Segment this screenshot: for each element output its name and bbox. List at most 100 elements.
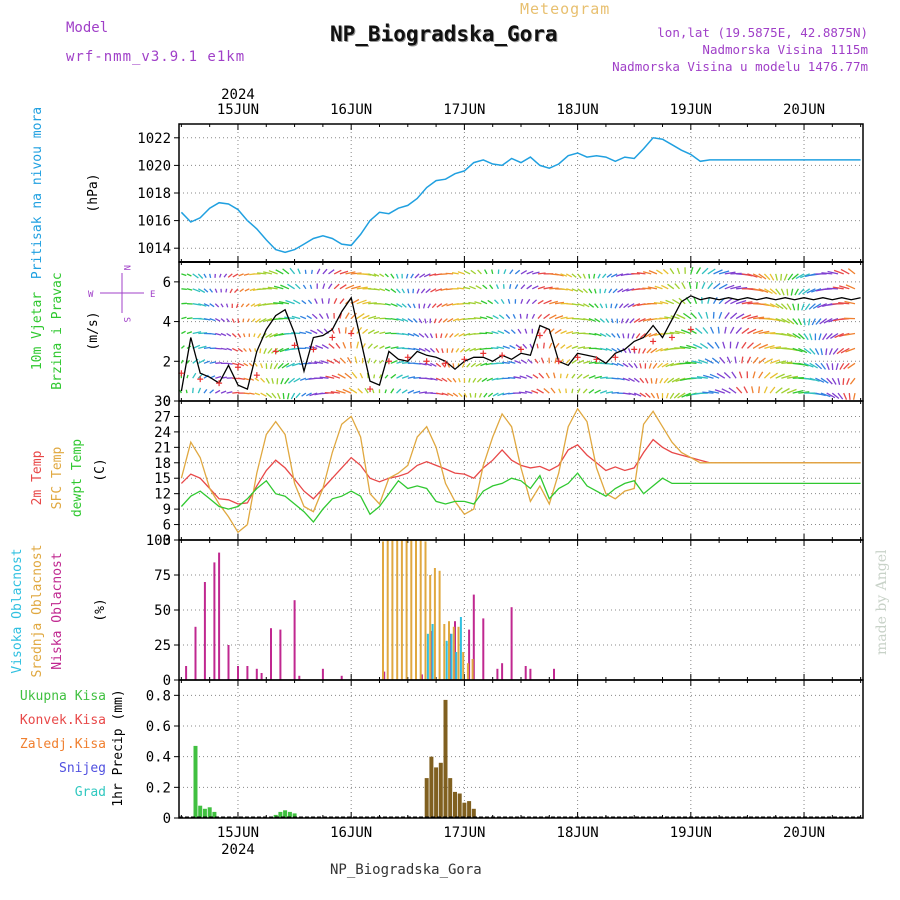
wind-arrow (254, 362, 258, 367)
wind-arrow (758, 371, 764, 379)
wind-arrow (659, 377, 664, 384)
wind-arrow (532, 285, 539, 290)
wind-arrow (612, 288, 618, 294)
wind-arrow (804, 303, 811, 311)
wind-arrow (554, 301, 565, 305)
wind-arrow (347, 357, 352, 364)
wind-arrow (571, 331, 580, 335)
cloud-bar (386, 540, 389, 680)
wind-arrow (482, 284, 488, 290)
wind-arrow (648, 270, 658, 275)
cloud-bar (459, 617, 462, 680)
wind-arrow (775, 387, 783, 394)
wind-arrow (502, 345, 510, 350)
wind-arrow (652, 362, 658, 369)
wind-arrow (781, 387, 790, 394)
wind-arrow (736, 286, 748, 290)
day-label-top: 16JUN (330, 102, 372, 118)
wind-arrow (214, 389, 221, 394)
wind-arrow (227, 273, 233, 278)
wind-arrow (758, 343, 769, 349)
wind-arrow (203, 317, 211, 321)
wind-arrow (452, 363, 455, 368)
wind-arrow (390, 273, 395, 279)
day-label-top: 19JUN (670, 102, 712, 118)
wind-arrow (847, 362, 856, 369)
wind-arrow (291, 315, 301, 320)
wind-arrow (702, 391, 714, 394)
wind-arrow (344, 372, 352, 379)
wind-arrow (407, 288, 410, 294)
cloud-bar (391, 540, 394, 680)
wind-arrow (215, 347, 222, 350)
precip-bar (462, 802, 467, 818)
wind-arrow (644, 332, 652, 338)
wind-arrow (293, 377, 301, 383)
wind-arrow (802, 288, 811, 295)
wind-arrow (237, 318, 240, 323)
wind-arrow (815, 377, 825, 383)
y-tick-label: 4 (163, 315, 171, 331)
wind-arrow (790, 288, 794, 296)
wind-arrow (486, 377, 493, 382)
wind-arrow (179, 389, 182, 394)
wind-arrow (209, 273, 212, 279)
wind-arrow (245, 303, 250, 308)
wind-arrow (357, 388, 363, 394)
wind-arrow (787, 273, 794, 281)
wind-arrow (820, 392, 831, 398)
cloud-bar (457, 626, 460, 680)
wind-arrow (747, 328, 757, 335)
wind-arrow (611, 362, 619, 366)
compass-north: N (121, 265, 131, 270)
wind-arrow (503, 329, 511, 335)
wind-arrow (543, 286, 553, 290)
wind-arrow (554, 315, 564, 320)
wind-arrow (627, 303, 635, 308)
wind-arrow (600, 376, 608, 379)
wind-arrow (526, 313, 529, 319)
wind-arrow (635, 333, 641, 339)
wind-arrow (416, 288, 420, 294)
wind-arrow (463, 392, 468, 398)
wind-arrow (232, 391, 240, 394)
wind-arrow (333, 298, 338, 304)
wind-arrow (588, 317, 596, 322)
wind-arrow (401, 303, 407, 308)
wind-arrow (362, 301, 371, 305)
wind-arrow (192, 273, 199, 279)
gust-marker (385, 358, 392, 365)
wind-arrow (223, 273, 228, 278)
wind-arrow (203, 288, 209, 293)
wind-arrow (373, 344, 379, 349)
wind-arrow (726, 356, 731, 364)
wind-arrow (282, 393, 285, 400)
wind-arrow (714, 389, 726, 394)
wind-arrow (795, 273, 805, 280)
wind-arrow (401, 318, 409, 322)
wind-arrow (273, 285, 284, 290)
wind-arrow (610, 303, 613, 309)
wind-arrow (413, 347, 421, 351)
wind-arrow (384, 273, 389, 278)
day-label-top: 15JUN (217, 102, 259, 118)
wind-arrow (665, 392, 669, 399)
wind-arrow (821, 272, 833, 275)
cloud-bar (468, 629, 471, 680)
wind-arrow (632, 303, 641, 308)
wind-arrow (384, 303, 391, 306)
cloud-mid-ylabel-wrap: Srednja Oblacnost (30, 544, 45, 677)
wind-arrow (845, 284, 856, 290)
wind-arrow (786, 375, 799, 379)
wind-arrow (780, 303, 788, 310)
panel-background (179, 124, 863, 262)
wind-arrow (304, 269, 307, 274)
wind-arrow (220, 390, 227, 394)
wind-arrow (743, 386, 748, 394)
wind-arrow (605, 332, 611, 338)
wind-arrow (836, 347, 845, 355)
wind-arrow (798, 362, 809, 367)
wind-arrow (424, 333, 429, 339)
wind-arrow (423, 273, 431, 278)
wind-arrow (209, 361, 217, 364)
